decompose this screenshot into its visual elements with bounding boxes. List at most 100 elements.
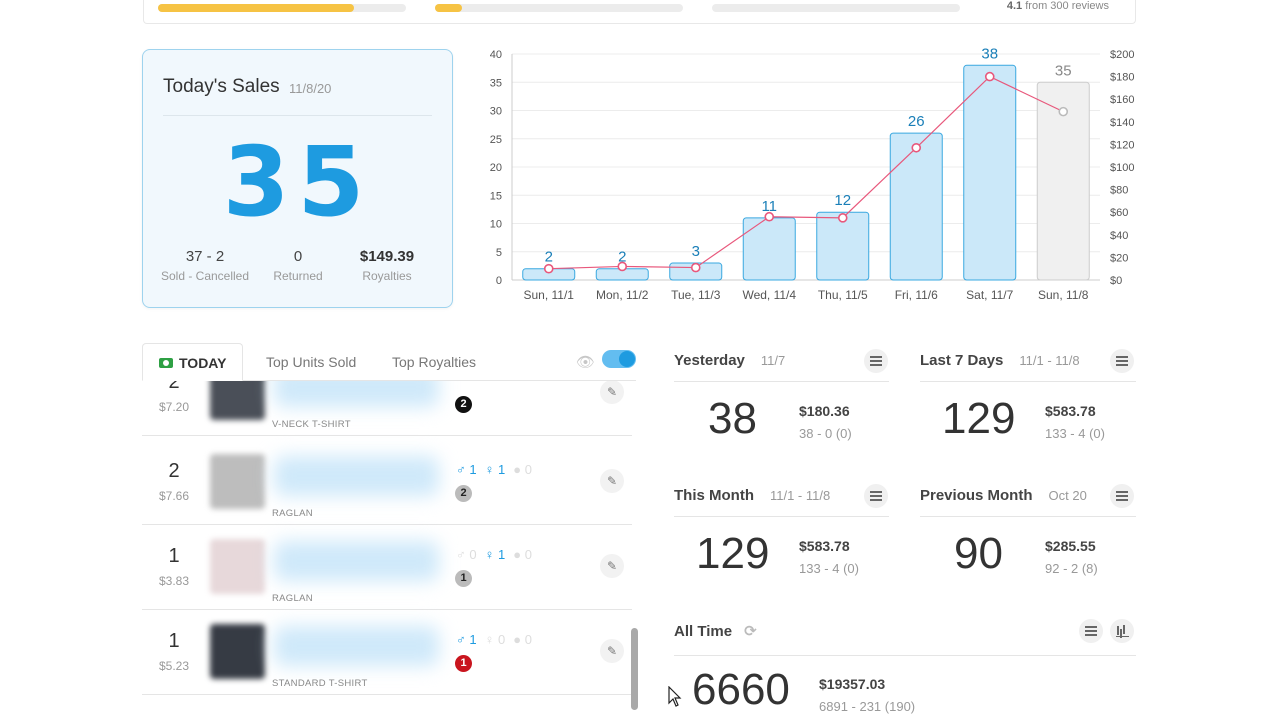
y2-tick-label: $80 (1110, 185, 1128, 197)
review-bar-track (435, 4, 683, 12)
fig-count: 1 (469, 462, 477, 477)
scrollbar[interactable] (631, 628, 638, 710)
block-royalties: $180.36 (799, 403, 850, 419)
y-tick-label: 40 (490, 49, 502, 61)
list-icon[interactable] (1079, 619, 1103, 643)
block-title-text: This Month (674, 487, 754, 504)
todays-sales-card: Today's Sales 11/8/20 35 37 - 2 Sold - C… (142, 49, 453, 308)
quantity-badge: 1 (455, 655, 472, 672)
stat-value: $149.39 (359, 248, 415, 265)
bar-chart-icon[interactable] (1110, 619, 1134, 643)
block-detail: 133 - 4 (0) (799, 561, 859, 576)
chart-bar (889, 132, 943, 281)
visibility-toggle[interactable] (602, 350, 636, 368)
y2-tick-label: $40 (1110, 230, 1128, 242)
block-royalties: $583.78 (799, 538, 850, 554)
fig-count: 1 (469, 632, 477, 647)
review-bar-track (712, 4, 960, 12)
units-sold: 1 (168, 630, 180, 652)
block-count: 90 (954, 529, 1003, 578)
male-icon: ♂ 1 (456, 632, 477, 647)
product-type: V-NECK T-SHIRT (272, 419, 351, 430)
summary-this-month: This Month 11/1 - 11/8 129 $583.78 133 - … (674, 484, 889, 597)
block-sub: Oct 20 (1048, 488, 1087, 503)
review-count: from 300 reviews (1025, 0, 1109, 12)
pencil-icon[interactable]: ✎ (600, 554, 624, 578)
block-detail: 133 - 4 (0) (1045, 426, 1105, 441)
x-tick-label: Sat, 11/7 (966, 288, 1013, 302)
review-bar-fill (158, 4, 354, 12)
block-title: Last 7 Days 11/1 - 11/8 (920, 352, 1080, 369)
list-icon[interactable] (1110, 484, 1134, 508)
product-title-blurred[interactable] (274, 541, 439, 581)
product-thumbnail[interactable] (210, 624, 265, 679)
pencil-icon[interactable]: ✎ (600, 639, 624, 663)
summary-yesterday: Yesterday 11/7 38 $180.36 38 - 0 (0) (674, 349, 889, 462)
chart-svg: 0 5 10 15 20 25 30 35 40 $0 $20 $40 $60 $80 $100 $120 $1… (490, 45, 1135, 302)
block-royalties: $285.55 (1045, 538, 1096, 554)
review-bar-track (158, 4, 406, 12)
summary-last-7-days: Last 7 Days 11/1 - 11/8 129 $583.78 133 -… (920, 349, 1136, 462)
pencil-icon[interactable]: ✎ (600, 381, 624, 404)
y2-tick-label: $0 (1110, 275, 1122, 287)
block-detail: 6891 - 231 (190) (819, 699, 916, 714)
block-title-text: Previous Month (920, 487, 1033, 504)
list-icon[interactable] (864, 349, 888, 373)
pencil-icon[interactable]: ✎ (600, 469, 624, 493)
product-thumbnail[interactable] (210, 381, 265, 420)
stat-returned: 0 Returned (248, 248, 348, 283)
units-sold: 1 (168, 545, 180, 567)
product-title-blurred[interactable] (274, 456, 439, 496)
block-title: All Time ⟳ (674, 622, 757, 640)
tab-label: Top Royalties (392, 354, 477, 370)
product-type: RAGLAN (272, 593, 313, 604)
bar-value-label: 11 (761, 198, 777, 215)
product-row[interactable]: 1 $3.83 RAGLAN ♂ 0 ♀ 1 ● 0 1 ✎ (142, 525, 632, 610)
product-row[interactable]: 2 $7.20 V-NECK T-SHIRT 2 ✎ (142, 381, 632, 436)
refresh-icon[interactable]: ⟳ (744, 623, 757, 640)
product-thumbnail[interactable] (210, 539, 265, 594)
fig-count: 0 (497, 632, 506, 647)
divider (920, 381, 1136, 382)
royalties-point (764, 211, 775, 222)
fig-count: 1 (497, 547, 506, 562)
y-tick-label: 5 (496, 247, 502, 259)
y2-tick-label: $100 (1110, 162, 1134, 174)
stat-label: Royalties (362, 269, 412, 283)
quantity-badge: 1 (455, 570, 472, 587)
product-row[interactable]: 2 $7.66 RAGLAN ♂ 1 ♀ 1 ● 0 2 ✎ (142, 440, 632, 525)
product-thumbnail[interactable] (210, 454, 265, 509)
tab-label: TODAY (179, 355, 227, 371)
x-tick-label: Fri, 11/6 (895, 288, 938, 302)
y2-tick-label: $60 (1110, 207, 1128, 219)
review-rating: 4.1 (1006, 0, 1023, 12)
stat-label: Sold - Cancelled (160, 269, 250, 283)
y2-tick-label: $160 (1110, 94, 1134, 106)
block-count: 129 (942, 394, 1016, 443)
product-title-blurred[interactable] (274, 626, 439, 666)
list-icon[interactable] (864, 484, 888, 508)
royalties-point (911, 142, 922, 153)
chart-bar (1036, 81, 1090, 281)
y-tick-label: 20 (490, 162, 502, 174)
male-icon: ♂ 0 (456, 547, 477, 562)
chart-bar (816, 211, 870, 281)
y-tick-label: 10 (490, 219, 502, 231)
divider (163, 115, 432, 116)
tab-today[interactable]: TODAY (142, 343, 244, 381)
tab-top-units-sold[interactable]: Top Units Sold (250, 343, 372, 381)
product-row[interactable]: 1 $5.23 STANDARD T-SHIRT ♂ 1 ♀ 0 ● 0 1 ✎ (142, 610, 632, 695)
y2-tick-label: $20 (1110, 252, 1128, 264)
royalties-point (690, 262, 701, 273)
x-tick-label: Tue, 11/3 (671, 288, 721, 302)
money-icon (159, 358, 173, 369)
x-tick-label: Sun, 11/8 (1038, 288, 1089, 302)
review-strip: 4.1 from 300 reviews (143, 0, 1136, 24)
eye-slash-icon[interactable]: 👁 (576, 354, 596, 371)
list-icon[interactable] (1110, 349, 1134, 373)
x-tick-label: Mon, 11/2 (596, 288, 649, 302)
units-sold: 2 (168, 381, 180, 393)
tab-top-royalties[interactable]: Top Royalties (376, 343, 492, 381)
product-title-blurred[interactable] (274, 381, 439, 407)
product-list: 2 $7.20 V-NECK T-SHIRT 2 ✎ 2 $7.66 RAGLAN ♂ 1 ♀ 1… (142, 381, 632, 720)
